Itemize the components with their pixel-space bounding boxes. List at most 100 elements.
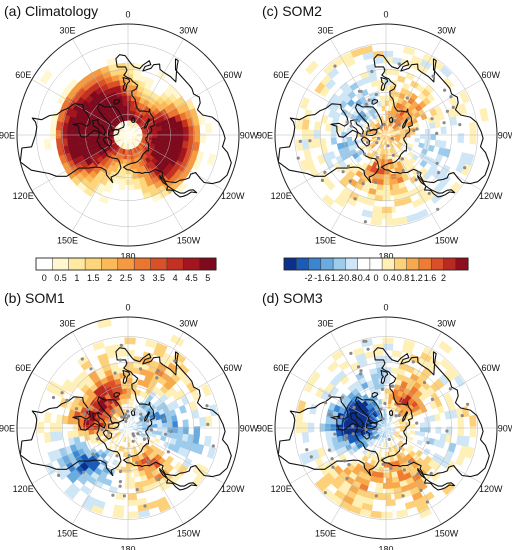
field-cell <box>378 441 382 447</box>
field-cell <box>80 168 90 179</box>
field-cell <box>120 143 125 149</box>
field-cell <box>166 83 177 94</box>
field-cell <box>324 382 335 394</box>
field-cell <box>124 432 127 438</box>
field-cell <box>388 446 392 453</box>
meridian-line <box>131 38 184 128</box>
field-cell <box>404 101 412 109</box>
meridian-line <box>289 372 379 425</box>
longitude-label: 150W <box>435 528 459 538</box>
significance-dot <box>91 452 95 456</box>
field-cell <box>399 110 405 117</box>
panel-title-b: (b) SOM1 <box>4 290 65 306</box>
field-cell <box>133 147 138 154</box>
field-cell <box>141 110 147 117</box>
field-cell <box>137 120 143 126</box>
significance-dot <box>86 407 90 412</box>
field-cell <box>409 430 416 435</box>
field-cell <box>297 400 307 413</box>
field-cell <box>89 433 96 440</box>
field-cell <box>94 152 102 160</box>
field-cell <box>111 122 117 128</box>
field-cell <box>158 501 171 513</box>
field-cell <box>399 158 406 166</box>
field-cell <box>114 101 120 109</box>
field-cell <box>380 148 384 155</box>
coastline <box>350 118 364 136</box>
field-cell <box>81 499 95 511</box>
field-cell <box>375 434 381 440</box>
field-cell <box>319 172 330 184</box>
field-cell <box>125 427 129 433</box>
field-cell <box>398 181 407 189</box>
field-cell <box>417 64 429 75</box>
field-cell <box>336 430 343 437</box>
longitude-label: 150E <box>57 235 78 245</box>
field-cell <box>368 385 376 392</box>
meridian-line <box>393 431 483 484</box>
field-cell <box>386 125 388 131</box>
field-cell <box>104 344 116 354</box>
graticule <box>17 24 239 246</box>
significance-dot <box>138 367 143 371</box>
field-cell <box>182 164 193 176</box>
field-cell <box>383 423 387 429</box>
field-cell <box>141 127 147 132</box>
significance-dot <box>354 119 358 123</box>
field-cell <box>141 422 148 426</box>
field-cell <box>391 57 403 65</box>
significance-dot <box>348 179 352 183</box>
field-cell <box>119 142 124 148</box>
field-cell <box>382 343 394 351</box>
field-cell <box>374 411 379 417</box>
significance-dot <box>340 415 344 419</box>
field-cell <box>385 423 389 429</box>
significance-dot <box>74 407 79 411</box>
field-cell <box>402 455 409 463</box>
field-cell <box>172 444 181 454</box>
colorbar-swatch <box>369 257 383 271</box>
significance-dot <box>309 455 313 459</box>
field-cell <box>308 371 321 384</box>
field-cell <box>143 82 153 91</box>
field-cell <box>174 145 182 154</box>
field-cell <box>382 424 387 429</box>
field-cell <box>107 144 113 151</box>
field-cell <box>361 502 373 512</box>
field-cell <box>156 423 163 428</box>
field-cell <box>76 87 86 98</box>
field-cell <box>94 403 102 411</box>
field-cell <box>356 150 364 157</box>
field-cell <box>138 407 144 414</box>
field-cell <box>385 427 391 430</box>
field-cell <box>390 426 396 428</box>
field-cell <box>114 119 120 125</box>
field-cell <box>126 388 132 394</box>
field-cell <box>375 482 384 489</box>
field-cell <box>359 412 366 418</box>
field-cell <box>393 118 399 125</box>
coastline <box>402 118 409 129</box>
field-cell <box>400 425 406 428</box>
field-cell <box>118 429 124 432</box>
field-cell <box>385 424 390 429</box>
field-cell <box>76 380 86 391</box>
field-cell <box>440 164 451 176</box>
significance-dot <box>155 376 159 380</box>
field-cell <box>381 206 392 214</box>
field-cell <box>411 153 419 161</box>
field-cell <box>137 102 144 109</box>
field-cell <box>367 170 375 178</box>
field-cell <box>163 441 171 449</box>
field-cell <box>126 398 131 404</box>
significance-dot <box>359 89 363 93</box>
field-cell <box>381 144 385 150</box>
coastline <box>277 396 380 477</box>
field-cell <box>381 134 387 138</box>
field-cell <box>388 398 393 405</box>
field-cell <box>433 413 441 422</box>
field-cell <box>159 413 167 420</box>
field-cell <box>153 179 164 189</box>
field-cell <box>156 477 167 487</box>
